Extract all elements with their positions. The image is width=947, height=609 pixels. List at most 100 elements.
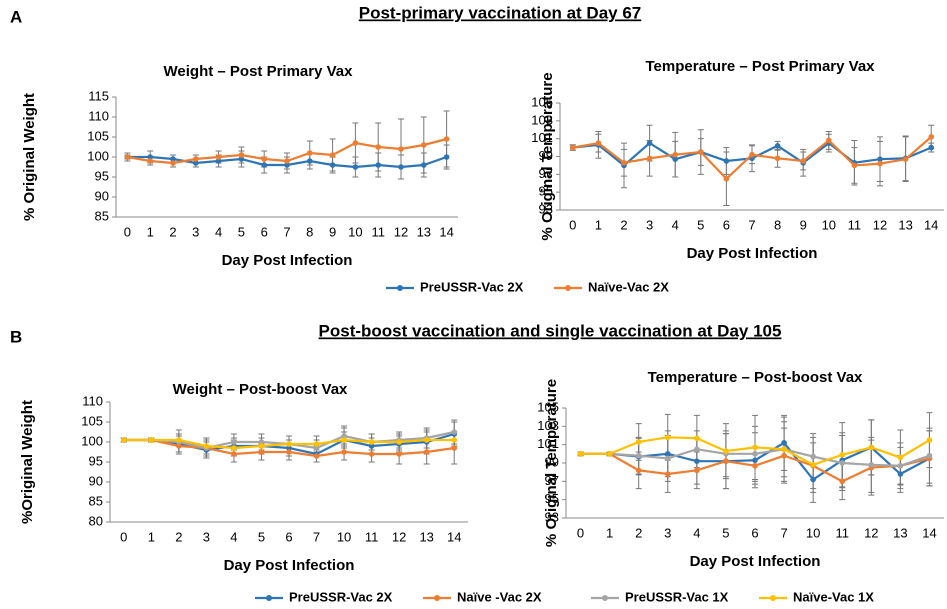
marker xyxy=(352,164,359,170)
marker xyxy=(215,158,222,164)
y-tick-label: 103 xyxy=(531,112,553,127)
legend-label: PreUSSR-Vac 1X xyxy=(625,589,729,604)
marker xyxy=(635,452,642,459)
marker xyxy=(341,449,347,455)
x-tick-label: 0 xyxy=(569,217,576,232)
marker xyxy=(774,155,781,162)
marker xyxy=(396,439,402,445)
marker xyxy=(635,439,642,445)
x-tick-label: 0 xyxy=(577,525,584,540)
x-tick-label: 5 xyxy=(238,224,245,239)
marker xyxy=(375,144,382,150)
y-tick-label: 93 xyxy=(545,509,559,524)
marker xyxy=(928,134,934,140)
y-tick-label: 90 xyxy=(95,188,109,203)
y-tick-label: 90 xyxy=(89,473,103,488)
x-tick-label: 6 xyxy=(285,529,292,544)
marker xyxy=(120,437,127,443)
marker xyxy=(781,446,787,453)
y-tick-label: 100 xyxy=(87,148,109,163)
y-axis-title: %Original Weight xyxy=(19,400,36,524)
legend-marker xyxy=(434,595,440,601)
marker xyxy=(664,471,671,477)
marker xyxy=(398,164,404,170)
y-tick-label: 80 xyxy=(89,513,103,528)
x-tick-label: 10 xyxy=(806,525,820,540)
y-tick-label: 97 xyxy=(539,166,553,181)
legend-marker xyxy=(770,595,776,601)
x-tick-label: 4 xyxy=(693,525,700,540)
marker xyxy=(193,156,199,162)
marker xyxy=(646,140,653,146)
marker xyxy=(147,154,153,160)
y-tick-label: 110 xyxy=(88,108,109,123)
x-tick-label: 10 xyxy=(348,224,362,239)
y-tick-label: 101 xyxy=(531,130,553,145)
x-tick-label: 12 xyxy=(394,224,408,239)
marker xyxy=(826,137,832,144)
x-tick-label: 3 xyxy=(664,525,671,540)
marker xyxy=(170,160,176,166)
marker xyxy=(124,154,131,160)
marker xyxy=(877,156,883,162)
marker xyxy=(238,156,245,162)
marker xyxy=(577,451,584,457)
x-tick-label: 4 xyxy=(215,224,222,239)
marker xyxy=(375,162,382,168)
marker xyxy=(313,445,320,451)
marker xyxy=(329,162,336,168)
marker xyxy=(284,162,290,168)
marker xyxy=(698,149,704,155)
marker xyxy=(752,457,758,464)
marker xyxy=(694,458,700,464)
marker xyxy=(193,160,199,166)
chart-title: Temperature – Post Primary Vax xyxy=(646,58,876,75)
marker xyxy=(352,140,359,146)
x-tick-label: 1 xyxy=(606,525,613,540)
marker xyxy=(646,155,653,162)
x-tick-label: 4 xyxy=(230,529,237,544)
y-tick-label: 105 xyxy=(531,94,553,109)
legend-marker xyxy=(397,285,403,291)
chart-title: Weight – Post-boost Vax xyxy=(173,381,348,398)
marker xyxy=(851,162,858,169)
marker xyxy=(203,443,210,449)
y-tick-label: 103 xyxy=(537,418,559,433)
y-tick-label: 101 xyxy=(537,436,559,451)
marker xyxy=(897,454,904,461)
marker xyxy=(423,449,430,455)
marker xyxy=(396,451,402,457)
marker xyxy=(902,156,909,162)
x-tick-label: 14 xyxy=(439,224,453,239)
marker xyxy=(421,162,427,168)
marker xyxy=(800,158,806,164)
marker xyxy=(635,467,642,474)
y-tick-label: 85 xyxy=(95,208,109,223)
marker xyxy=(752,451,758,457)
marker xyxy=(307,158,313,164)
y-tick-label: 95 xyxy=(539,184,553,199)
x-tick-label: 13 xyxy=(893,525,907,540)
x-tick-label: 13 xyxy=(417,224,431,239)
legend-marker xyxy=(565,285,571,291)
x-tick-label: 12 xyxy=(864,525,878,540)
marker xyxy=(368,443,375,449)
marker xyxy=(307,150,313,156)
marker xyxy=(606,451,613,457)
marker xyxy=(258,443,265,449)
marker xyxy=(286,449,292,455)
x-axis-title: Day Post Infection xyxy=(690,553,821,570)
marker xyxy=(723,175,730,182)
y-tick-label: 110 xyxy=(82,393,103,408)
marker xyxy=(774,143,781,149)
x-tick-label: 1 xyxy=(147,224,154,239)
marker xyxy=(215,154,222,160)
chart-title: Weight – Post Primary Vax xyxy=(164,63,354,80)
y-tick-label: 105 xyxy=(81,413,103,428)
legend-label: Naïve-Vac 2X xyxy=(588,279,669,294)
x-tick-label: 11 xyxy=(371,224,385,239)
legend-label: PreUSSR-Vac 2X xyxy=(420,279,524,294)
marker xyxy=(147,158,153,164)
x-tick-label: 3 xyxy=(203,529,210,544)
